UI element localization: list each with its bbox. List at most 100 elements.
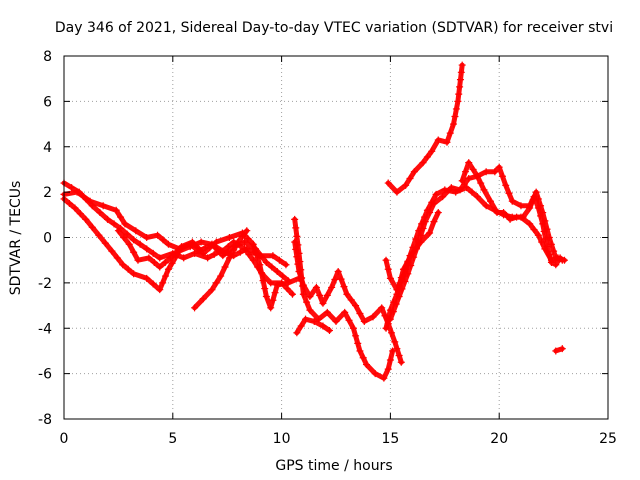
data-point-marker xyxy=(360,317,368,325)
data-point-marker xyxy=(191,304,199,312)
data-point-marker xyxy=(393,345,401,353)
data-point-marker xyxy=(125,240,133,248)
y-tick-label: -8 xyxy=(38,412,52,428)
data-point-marker xyxy=(456,186,464,194)
x-tick-label: 5 xyxy=(168,431,177,447)
data-point-marker xyxy=(423,153,431,161)
data-point-marker xyxy=(180,254,188,262)
data-point-marker xyxy=(328,283,336,291)
data-point-marker xyxy=(243,227,251,235)
data-point-marker xyxy=(244,235,252,243)
series-layer xyxy=(60,61,568,382)
x-tick-label: 0 xyxy=(60,431,69,447)
data-point-marker xyxy=(319,322,327,330)
data-point-marker xyxy=(234,238,242,246)
data-point-marker xyxy=(71,204,79,212)
data-point-marker xyxy=(417,231,425,239)
data-point-marker xyxy=(275,256,283,264)
data-point-marker xyxy=(529,196,537,204)
data-point-marker xyxy=(384,179,392,187)
data-point-marker xyxy=(150,258,158,266)
data-point-marker xyxy=(539,209,547,217)
data-point-marker xyxy=(391,338,399,346)
data-point-marker xyxy=(88,202,96,210)
data-point-marker xyxy=(164,240,172,248)
data-point-marker xyxy=(310,317,318,325)
data-point-marker xyxy=(302,315,310,323)
data-point-marker xyxy=(221,263,229,271)
data-point-marker xyxy=(325,327,333,335)
data-point-marker xyxy=(316,291,324,299)
data-point-marker xyxy=(256,261,264,269)
data-point-marker xyxy=(378,304,386,312)
data-point-marker xyxy=(82,195,90,203)
data-point-marker xyxy=(458,61,466,69)
x-tick-label: 25 xyxy=(599,431,617,447)
data-point-marker xyxy=(380,374,388,382)
data-point-marker xyxy=(482,202,490,210)
data-point-marker xyxy=(392,300,400,308)
data-point-marker xyxy=(136,240,144,248)
data-point-marker xyxy=(356,310,364,318)
data-point-marker xyxy=(439,193,447,201)
data-point-marker xyxy=(114,227,122,235)
data-point-marker xyxy=(547,258,555,266)
data-point-marker xyxy=(406,175,414,183)
data-point-marker xyxy=(410,168,418,176)
data-point-marker xyxy=(120,234,128,241)
data-point-marker xyxy=(241,238,249,246)
data-point-marker xyxy=(303,298,311,306)
data-point-marker xyxy=(213,246,221,254)
data-point-marker xyxy=(486,197,494,205)
data-point-marker xyxy=(99,202,107,210)
data-point-marker xyxy=(395,351,403,359)
data-point-marker xyxy=(212,279,220,287)
data-point-marker xyxy=(384,265,392,273)
data-point-marker xyxy=(457,68,465,76)
data-point-marker xyxy=(552,254,560,262)
series-track-g xyxy=(291,215,397,382)
data-point-marker xyxy=(299,290,307,298)
data-point-marker xyxy=(101,239,109,247)
data-point-marker xyxy=(450,120,458,128)
data-point-marker xyxy=(225,234,233,241)
data-point-marker xyxy=(477,179,485,187)
data-point-marker xyxy=(257,269,265,277)
data-point-marker xyxy=(292,224,300,232)
data-point-marker xyxy=(199,295,207,303)
data-point-marker xyxy=(332,317,340,325)
data-point-marker xyxy=(269,252,277,260)
data-point-marker xyxy=(243,245,251,253)
data-point-marker xyxy=(410,253,418,261)
data-point-marker xyxy=(82,215,90,223)
data-point-marker xyxy=(295,249,303,257)
data-point-marker xyxy=(262,258,270,266)
data-point-marker xyxy=(345,316,353,324)
data-point-marker xyxy=(249,240,257,248)
data-point-marker xyxy=(108,247,116,255)
data-point-marker xyxy=(447,184,455,192)
data-point-marker xyxy=(359,354,367,362)
data-point-marker xyxy=(547,240,555,248)
data-point-marker xyxy=(225,254,233,262)
data-point-marker xyxy=(356,347,364,355)
data-point-marker xyxy=(513,213,521,221)
data-point-marker xyxy=(145,254,153,262)
data-point-marker xyxy=(219,252,227,260)
data-point-marker xyxy=(167,254,175,262)
data-point-marker xyxy=(323,291,331,299)
data-point-marker xyxy=(206,244,214,252)
x-tick-label: 10 xyxy=(273,431,291,447)
data-point-marker xyxy=(204,254,212,262)
data-point-marker xyxy=(419,159,427,167)
data-point-marker xyxy=(230,246,238,254)
data-point-marker xyxy=(389,347,397,355)
y-tick-label: -6 xyxy=(38,367,52,383)
data-point-marker xyxy=(298,274,306,282)
data-point-marker xyxy=(446,129,454,137)
data-point-marker xyxy=(130,236,138,244)
data-point-marker xyxy=(123,230,131,238)
data-point-marker xyxy=(384,365,392,373)
data-point-marker xyxy=(491,168,499,176)
data-point-marker xyxy=(502,181,510,189)
